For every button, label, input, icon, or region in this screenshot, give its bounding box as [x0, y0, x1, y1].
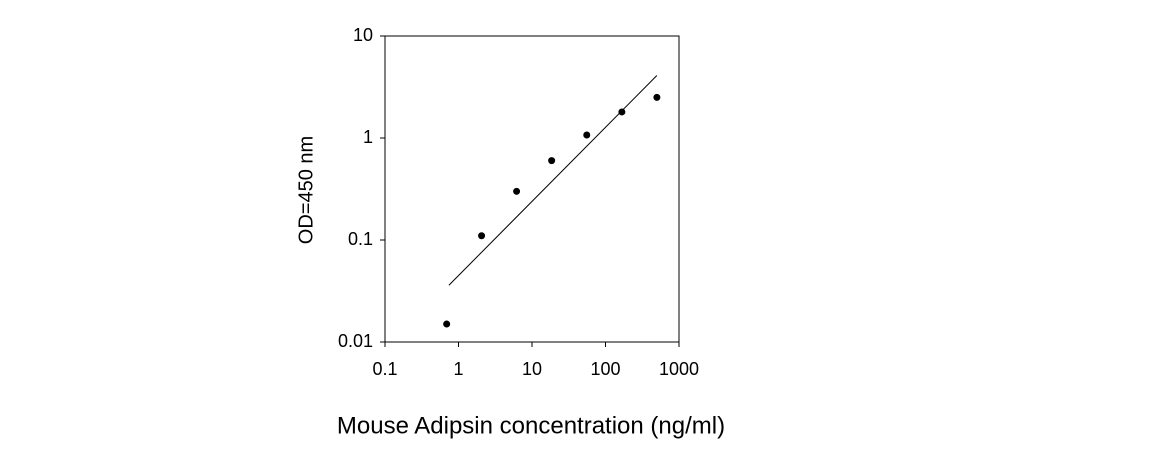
- fit-line: [448, 75, 658, 286]
- data-point: [618, 108, 626, 116]
- y-axis-label: OD=450 nm: [295, 136, 317, 244]
- plot-frame: [384, 35, 680, 343]
- data-point: [653, 93, 661, 101]
- data-point: [548, 157, 556, 165]
- data-point: [513, 187, 521, 195]
- y-tick-label: 0.01: [338, 331, 373, 351]
- x-axis-label: Mouse Adipsin concentration (ng/ml): [337, 412, 725, 439]
- y-tick-label: 1: [363, 127, 373, 147]
- x-tick-label: 100: [590, 359, 620, 379]
- x-tick-label: 1: [453, 359, 463, 379]
- x-tick-label: 0.1: [372, 359, 397, 379]
- x-tick-label: 10: [522, 359, 542, 379]
- x-tick-label: 1000: [659, 359, 699, 379]
- data-point: [478, 232, 486, 240]
- data-point: [443, 320, 451, 328]
- y-tick-label: 0.1: [348, 229, 373, 249]
- y-tick-label: 10: [353, 25, 373, 45]
- data-point: [583, 131, 591, 139]
